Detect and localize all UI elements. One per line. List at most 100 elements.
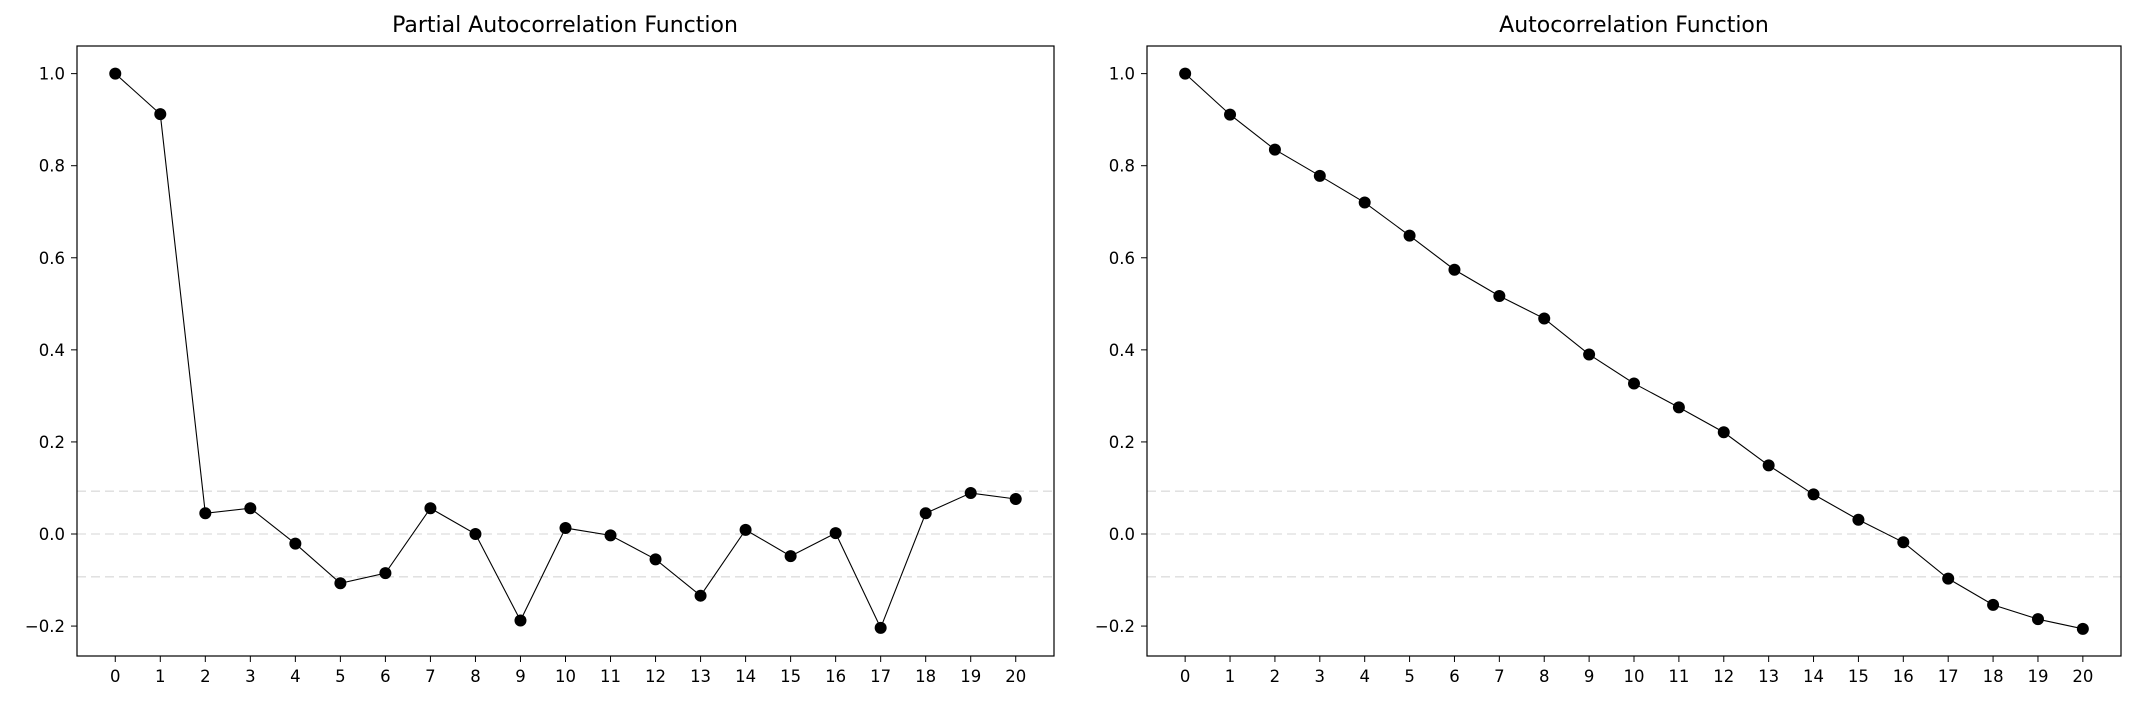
pacf-point-lag-4	[289, 537, 302, 550]
pacf-x-tick-label-7: 7	[425, 667, 436, 686]
acf-point-lag-9	[1583, 348, 1596, 361]
acf-point-lag-6	[1448, 263, 1461, 276]
acf-point-lag-1	[1224, 108, 1237, 121]
acf-y-tick-label-5: 0.8	[1109, 157, 1135, 176]
acf-point-lag-0	[1179, 67, 1192, 80]
pacf-x-tick-label-2: 2	[200, 667, 211, 686]
acf-point-lag-14	[1807, 488, 1820, 501]
pacf-x-tick-label-16: 16	[825, 667, 846, 686]
acf-chart-title: Autocorrelation Function	[1499, 13, 1769, 38]
pacf-x-tick-label-20: 20	[1005, 667, 1026, 686]
acf-point-lag-5	[1403, 229, 1416, 242]
acf-x-tick-label-16: 16	[1893, 667, 1914, 686]
acf-y-tick-label-6: 1.0	[1109, 65, 1135, 84]
acf-x-tick-label-9: 9	[1584, 667, 1595, 686]
acf-x-tick-label-19: 19	[2027, 667, 2048, 686]
acf-x-tick-label-14: 14	[1803, 667, 1824, 686]
acf-x-tick-label-5: 5	[1404, 667, 1415, 686]
pacf-y-axis: −0.2 0.0 0.2 0.4 0.6 0.8 1.0	[25, 65, 77, 636]
pacf-point-lag-11	[604, 529, 617, 542]
pacf-y-tick-label-2: 0.2	[39, 433, 65, 452]
pacf-point-lag-9	[514, 614, 527, 627]
acf-x-tick-label-1: 1	[1225, 667, 1236, 686]
pacf-point-lag-2	[199, 507, 212, 520]
pacf-y-tick-label-5: 0.8	[39, 157, 65, 176]
acf-y-tick-label-2: 0.2	[1109, 433, 1135, 452]
acf-x-tick-label-12: 12	[1713, 667, 1734, 686]
acf-point-lag-15	[1852, 513, 1865, 526]
acf-x-tick-label-0: 0	[1180, 667, 1191, 686]
pacf-x-tick-label-15: 15	[780, 667, 801, 686]
pacf-y-tick-label-4: 0.6	[39, 249, 65, 268]
acf-point-lag-12	[1717, 426, 1730, 439]
pacf-x-tick-label-4: 4	[290, 667, 301, 686]
pacf-x-tick-label-17: 17	[870, 667, 891, 686]
pacf-x-tick-label-14: 14	[735, 667, 756, 686]
acf-x-tick-label-2: 2	[1270, 667, 1281, 686]
acf-y-tick-label-3: 0.4	[1109, 341, 1135, 360]
pacf-x-tick-label-19: 19	[960, 667, 981, 686]
pacf-point-lag-0	[109, 67, 122, 80]
pacf-point-lag-13	[694, 589, 707, 602]
acf-x-tick-label-11: 11	[1668, 667, 1689, 686]
acf-x-tick-label-8: 8	[1539, 667, 1550, 686]
acf-y-axis: −0.2 0.0 0.2 0.4 0.6 0.8 1.0	[1095, 65, 1147, 636]
pacf-point-lag-20	[1009, 493, 1022, 506]
pacf-point-lag-8	[469, 528, 482, 540]
pacf-x-tick-label-5: 5	[335, 667, 346, 686]
acf-x-tick-label-3: 3	[1315, 667, 1326, 686]
pacf-series-line	[114, 73, 1016, 630]
acf-x-tick-label-13: 13	[1758, 667, 1779, 686]
pacf-point-lag-3	[244, 502, 257, 515]
acf-chart: Autocorrelation Function 0 1 2 3 4 5 6 7 8 9 10 11 1…	[1095, 13, 2122, 686]
pacf-chart-title: Partial Autocorrelation Function	[392, 13, 738, 38]
acf-data-points	[1179, 67, 2089, 635]
pacf-confidence-band	[77, 490, 1054, 578]
pacf-x-tick-label-13: 13	[690, 667, 711, 686]
acf-point-lag-7	[1493, 289, 1506, 302]
pacf-point-lag-1	[154, 108, 167, 121]
pacf-point-lag-15	[784, 550, 797, 563]
pacf-point-lag-17	[874, 621, 887, 634]
pacf-y-tick-label-6: 1.0	[39, 65, 65, 84]
pacf-point-lag-14	[739, 523, 752, 536]
acf-x-tick-label-10: 10	[1624, 667, 1645, 686]
pacf-x-tick-label-18: 18	[915, 667, 936, 686]
pacf-point-lag-6	[379, 567, 392, 580]
pacf-x-tick-label-3: 3	[245, 667, 256, 686]
pacf-x-tick-label-11: 11	[600, 667, 621, 686]
acf-point-lag-8	[1538, 312, 1551, 325]
pacf-point-lag-18	[919, 507, 932, 520]
pacf-series-polyline	[114, 73, 1016, 630]
pacf-x-tick-label-1: 1	[155, 667, 166, 686]
pacf-point-lag-16	[829, 527, 842, 540]
pacf-point-lag-5	[334, 577, 347, 590]
acf-x-tick-label-4: 4	[1359, 667, 1370, 686]
pacf-y-tick-label-0: −0.2	[25, 617, 65, 636]
pacf-x-tick-label-12: 12	[645, 667, 666, 686]
acf-point-lag-19	[2031, 613, 2044, 626]
acf-point-lag-13	[1762, 459, 1775, 472]
acf-point-lag-2	[1268, 143, 1281, 156]
pacf-point-lag-12	[649, 553, 662, 566]
acf-point-lag-11	[1672, 401, 1685, 414]
pacf-x-tick-label-6: 6	[380, 667, 391, 686]
pacf-x-tick-label-0: 0	[110, 667, 121, 686]
acf-y-tick-label-0: −0.2	[1095, 617, 1135, 636]
acf-point-lag-10	[1628, 377, 1640, 390]
acf-x-tick-label-6: 6	[1449, 667, 1460, 686]
acf-x-tick-label-20: 20	[2072, 667, 2093, 686]
acf-x-tick-label-17: 17	[1938, 667, 1959, 686]
pacf-point-lag-10	[559, 522, 572, 535]
pacf-x-axis: 0 1 2 3 4 5 6 7 8 9 10 11 12 13 14 15 16 17 18 19 20	[110, 656, 1026, 686]
acf-point-lag-17	[1942, 572, 1955, 585]
acf-y-tick-label-4: 0.6	[1109, 249, 1135, 268]
acf-plot-frame	[1146, 45, 2122, 657]
acf-point-lag-4	[1358, 196, 1371, 209]
acf-x-axis: 0 1 2 3 4 5 6 7 8 9 10 11 12 13 14 15 16 17 18 19 20	[1180, 656, 2093, 686]
acf-point-lag-3	[1313, 169, 1326, 182]
pacf-data-points	[109, 67, 1022, 634]
acf-point-lag-20	[2076, 622, 2089, 635]
pacf-point-lag-7	[424, 502, 437, 515]
acf-y-tick-label-1: 0.0	[1109, 525, 1135, 544]
